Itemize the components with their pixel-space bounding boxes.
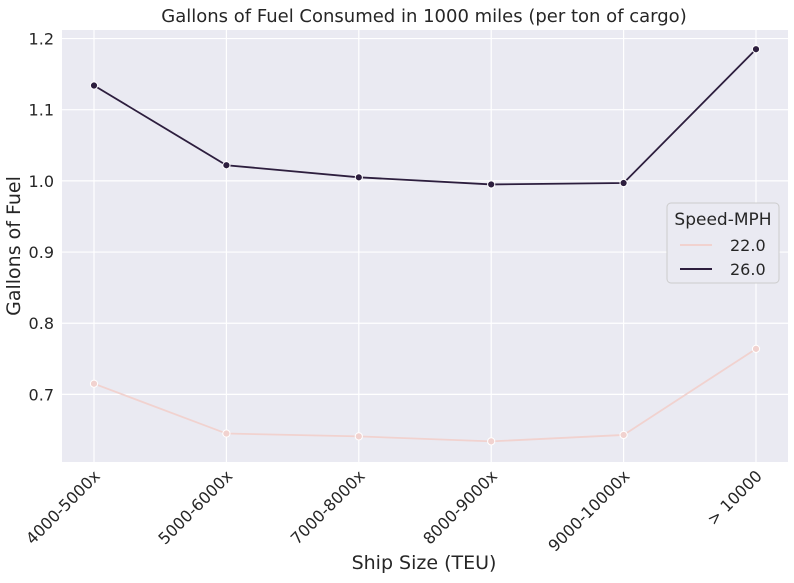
x-axis-label: Ship Size (TEU) — [352, 552, 497, 574]
data-point — [619, 178, 628, 188]
x-tick-label: 8000-9000x — [419, 466, 501, 548]
legend-label: 26.0 — [730, 260, 766, 279]
chart-title: Gallons of Fuel Consumed in 1000 miles (… — [161, 6, 686, 27]
x-tick-label: 5000-6000x — [154, 466, 236, 548]
data-point — [354, 432, 363, 441]
data-point — [751, 45, 761, 54]
legend-title: Speed-MPH — [674, 210, 771, 230]
y-tick-label: 1.0 — [29, 172, 54, 191]
grid-lines — [62, 30, 788, 462]
series-line — [93, 348, 757, 443]
legend-box — [666, 202, 780, 284]
y-tick-label: 0.8 — [29, 314, 54, 333]
y-axis: 0.7 0.8 0.9 1.0 1.1 1.2 — [29, 30, 54, 405]
data-point — [487, 180, 496, 189]
data-point — [354, 173, 363, 182]
x-axis: 4000-5000x 5000-6000x 7000-8000x 8000-9000x… — [22, 466, 766, 555]
y-tick-label: 1.1 — [29, 101, 54, 120]
series-group — [89, 45, 761, 446]
legend-items: 22.0 26.0 — [680, 236, 766, 279]
legend: Speed-MPH 22.0 26.0 — [666, 202, 780, 284]
data-point — [487, 437, 496, 446]
data-point — [751, 344, 761, 353]
x-tick-label: 9000-10000x — [544, 466, 633, 555]
data-point — [89, 81, 99, 90]
data-point — [222, 161, 231, 170]
y-tick-label: 1.2 — [29, 30, 54, 49]
y-tick-label: 0.7 — [29, 385, 54, 404]
data-point — [89, 379, 99, 388]
legend-label: 22.0 — [730, 236, 766, 255]
x-tick-label: 4000-5000x — [22, 466, 104, 548]
series-line — [93, 48, 757, 186]
data-point — [222, 429, 231, 438]
y-tick-label: 0.9 — [29, 243, 54, 262]
data-point — [619, 430, 628, 440]
y-axis-label: Gallons of Fuel — [3, 176, 25, 316]
x-tick-label: > 10000 — [703, 466, 766, 529]
x-tick-label: 7000-8000x — [287, 466, 369, 548]
